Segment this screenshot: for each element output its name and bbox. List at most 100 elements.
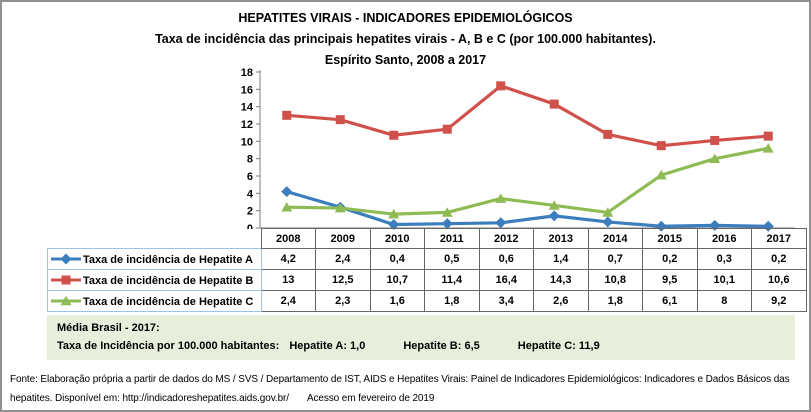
value-cell: 1,8: [587, 290, 643, 312]
square-marker-icon: [763, 131, 773, 141]
media-brasil-title: Média Brasil - 2017:: [57, 322, 160, 334]
series-line-1: [282, 81, 773, 151]
legend-cell: Taxa de incidência de Hepatite A: [47, 248, 262, 270]
series-label: Taxa de incidência de Hepatite A: [83, 253, 253, 266]
triangle-marker-icon: [655, 169, 667, 180]
series-polyline: [285, 84, 770, 148]
value-cell: 0,7: [587, 248, 643, 270]
source-footnote: Fonte: Elaboração própria a partir de da…: [10, 370, 805, 408]
media-brasil-hepatite-a: Hepatite A: 1,0: [289, 340, 366, 352]
square-marker-icon: [389, 130, 399, 140]
year-cell: 2010: [369, 228, 425, 249]
value-cell: 9,5: [642, 269, 698, 291]
square-marker-icon: [282, 110, 292, 120]
square-marker-icon: [656, 141, 666, 151]
y-axis-label: 18: [241, 67, 253, 79]
series-polyline: [285, 190, 770, 228]
chart-subtitle-region-period: Espírito Santo, 2008 a 2017: [324, 53, 487, 67]
table-spacer-cell: [47, 228, 261, 249]
value-cell: 0,5: [424, 248, 480, 270]
y-axis-label: 14: [241, 102, 254, 114]
value-cell: 1,4: [533, 248, 589, 270]
year-cell: 2015: [642, 228, 698, 249]
triangle-marker-icon: [602, 207, 614, 217]
value-cell: 2,4: [260, 290, 316, 312]
y-axis-label: 10: [241, 136, 253, 148]
y-axis: 0 2 4 6 8 10 12 14 16 18: [241, 67, 261, 232]
table-row-series-1: Taxa de incidência de Hepatite B 13 12,5 10…: [47, 269, 807, 291]
y-axis-label: 12: [241, 119, 253, 131]
chart-title: HEPATITES VIRAIS - INDICADORES EPIDEMIOL…: [238, 11, 573, 25]
triangle-marker-icon: [548, 200, 560, 210]
value-cell: 0,3: [696, 248, 752, 270]
value-cell: 10,7: [369, 269, 425, 291]
media-brasil-values: Taxa de Incidência por 100.000 habitante…: [57, 337, 795, 355]
legend-cell: Taxa de incidência de Hepatite B: [47, 269, 262, 291]
series-label: Taxa de incidência de Hepatite C: [83, 295, 254, 308]
value-cell: 1,6: [369, 290, 425, 312]
value-cell: 1,8: [424, 290, 480, 312]
series-line-0: [281, 186, 774, 232]
y-axis-label: 16: [241, 84, 253, 96]
year-cell: 2011: [424, 228, 480, 249]
year-cell: 2014: [587, 228, 643, 249]
triangle-marker-icon: [281, 202, 293, 212]
value-cell: 2,3: [315, 290, 371, 312]
y-axis-label: 8: [247, 154, 253, 166]
diamond-marker-icon: [388, 219, 400, 231]
value-cell: 10,8: [587, 269, 643, 291]
diamond-marker-icon: [548, 210, 560, 222]
table-row-series-2: Taxa de incidência de Hepatite C 2,4 2,3 1,…: [47, 290, 807, 312]
value-cell: 6,1: [642, 290, 698, 312]
diamond-marker-icon: [281, 186, 293, 198]
value-cell: 0,2: [642, 248, 698, 270]
triangle-marker-icon: [334, 202, 346, 213]
y-axis-label: 6: [247, 171, 253, 183]
year-cell: 2013: [533, 228, 589, 249]
value-cell: 12,5: [315, 269, 371, 291]
square-marker-icon: [496, 81, 506, 91]
triangle-marker-icon: [495, 193, 507, 203]
triangle-marker-icon: [388, 208, 400, 219]
series-line-2: [281, 143, 774, 219]
square-marker-icon: [335, 115, 345, 125]
table-row-series-0: Taxa de incidência de Hepatite A 4,2 2,4 0,…: [47, 248, 807, 270]
legend-cell: Taxa de incidência de Hepatite C: [47, 290, 262, 312]
value-cell: 2,6: [533, 290, 589, 312]
media-brasil-hepatite-c: Hepatite C: 11,9: [517, 340, 600, 352]
triangle-marker-icon: [762, 143, 774, 153]
source-text: Fonte: Elaboração própria a partir de da…: [10, 374, 790, 404]
value-cell: 8: [696, 290, 752, 312]
value-cell: 0,6: [478, 248, 534, 270]
year-cell: 2008: [260, 228, 316, 249]
diamond-marker-icon: [602, 216, 614, 228]
year-cell: 2016: [696, 228, 752, 249]
table-row-years: 2008 2009 2010 2011 2012 2013 2014 2015 2016 2017: [47, 228, 807, 249]
value-cell: 16,4: [478, 269, 534, 291]
year-cell: 2009: [315, 228, 371, 249]
value-cell: 3,4: [478, 290, 534, 312]
diamond-marker-icon: [495, 217, 507, 229]
value-cell: 10,6: [751, 269, 807, 291]
y-axis-label: 0: [247, 223, 253, 232]
triangle-marker-icon: [709, 153, 721, 163]
legend-key-diamond-icon: [51, 253, 81, 264]
value-cell: 4,2: [260, 248, 316, 270]
square-marker-icon: [603, 129, 613, 139]
media-brasil-hepatite-b: Hepatite B: 6,5: [403, 340, 480, 352]
legend-key-triangle-icon: [51, 295, 81, 305]
value-cell: 0,4: [369, 248, 425, 270]
series-polyline: [285, 146, 770, 216]
value-cell: 11,4: [424, 269, 480, 291]
square-marker-icon: [549, 99, 559, 109]
chart-subtitle: Taxa de incidência das principais hepati…: [155, 32, 656, 46]
legend-key-square-icon: [51, 275, 81, 284]
value-cell: 14,3: [533, 269, 589, 291]
diamond-marker-icon: [441, 218, 453, 230]
chart-title-block: HEPATITES VIRAIS - INDICADORES EPIDEMIOL…: [2, 8, 809, 71]
access-date-text: Acesso em fevereiro de 2019: [306, 393, 435, 404]
year-cell: 2012: [478, 228, 534, 249]
series-label: Taxa de incidência de Hepatite B: [83, 274, 254, 287]
value-cell: 0,2: [751, 248, 807, 270]
